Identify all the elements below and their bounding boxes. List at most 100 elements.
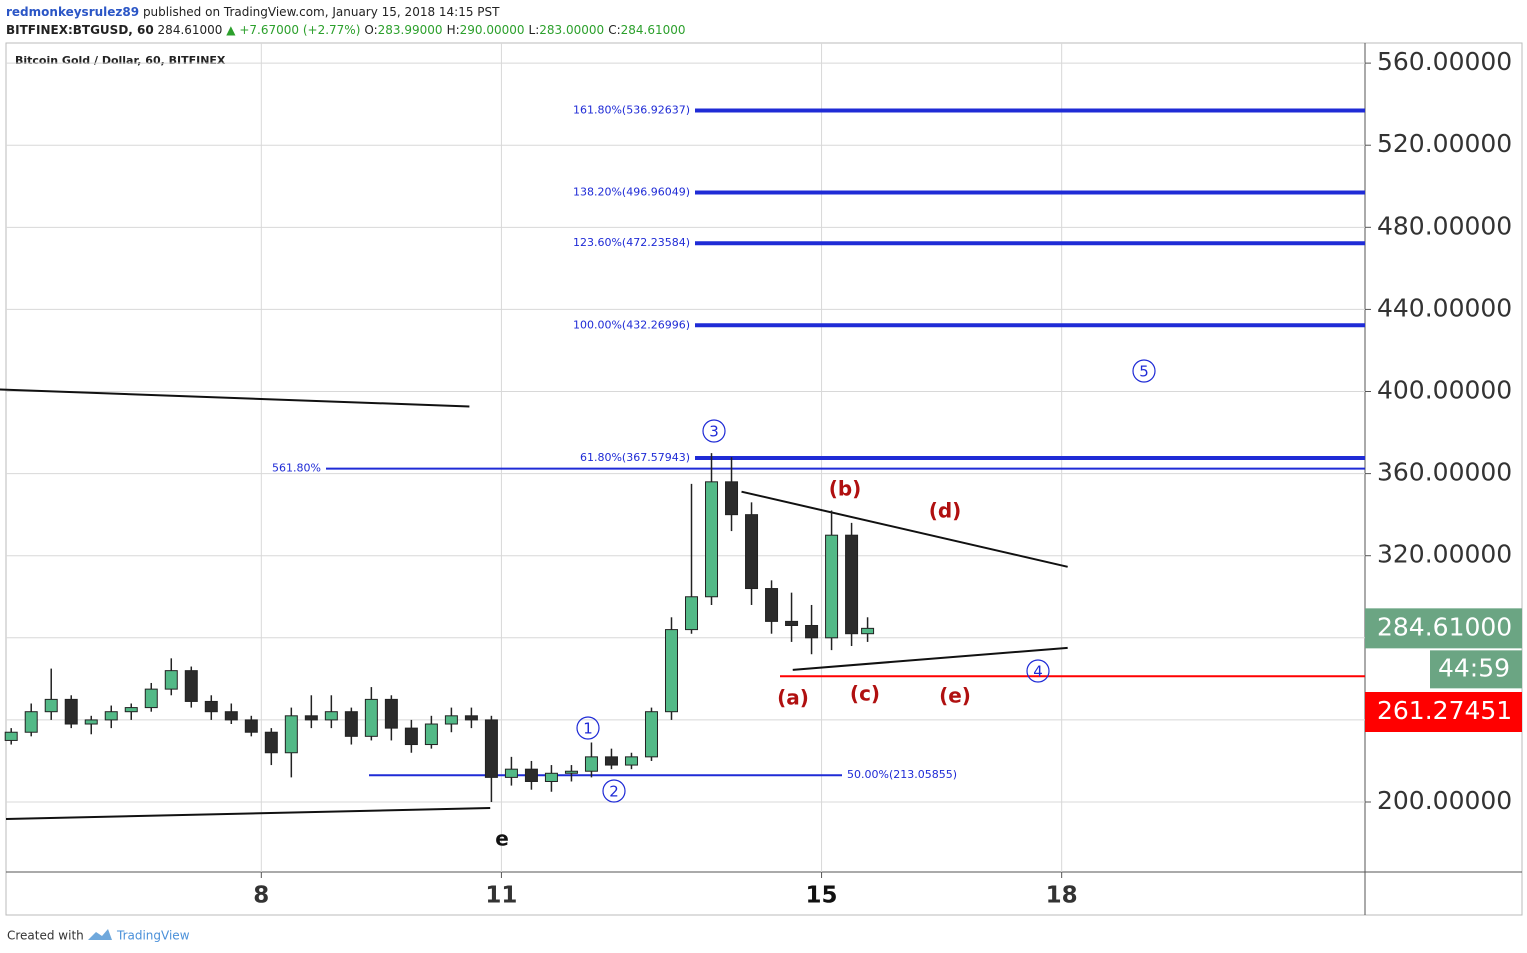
candle-body xyxy=(745,514,759,590)
symbol: BITFINEX:BTGUSD, 60 xyxy=(6,23,154,37)
candle-body xyxy=(144,688,158,709)
candle-body xyxy=(244,719,258,733)
fib-label: 100.00%(432.26996) xyxy=(573,318,690,331)
fib-label: 161.80%(536.92637) xyxy=(573,103,690,116)
candle-body xyxy=(805,624,819,639)
candle-body xyxy=(304,715,318,721)
y-tick-label: 200.00000 xyxy=(1377,786,1512,815)
candle-body xyxy=(845,534,859,635)
fib-label: 123.60%(472.23584) xyxy=(573,236,690,249)
alert-price-label: 261.27451 xyxy=(1377,696,1512,725)
y-tick-label: 560.00000 xyxy=(1377,47,1512,76)
brand-logo xyxy=(88,929,112,940)
wave-label: 2 xyxy=(609,783,619,801)
candle-body xyxy=(464,715,478,721)
corrective-label: (e) xyxy=(939,684,971,708)
candle-body xyxy=(344,711,358,737)
created-with: Created with xyxy=(7,929,84,943)
header-line: redmonkeysrulez89 published on TradingVi… xyxy=(6,5,500,19)
candle-body xyxy=(184,670,198,702)
wave-label: 5 xyxy=(1139,363,1149,381)
y-tick-label: 320.00000 xyxy=(1377,540,1512,569)
fib-label: 61.80%(367.57943) xyxy=(580,451,690,464)
y-tick-label: 480.00000 xyxy=(1377,211,1512,240)
y-tick-label: 400.00000 xyxy=(1377,376,1512,405)
wave-label: 1 xyxy=(583,720,593,738)
change-arrow: ▲ xyxy=(226,23,236,37)
candle-body xyxy=(84,719,98,725)
change: +7.67000 (+2.77%) xyxy=(239,23,360,37)
candle-body xyxy=(64,698,78,725)
alert-price-box xyxy=(1365,692,1522,732)
candle-body xyxy=(785,620,799,626)
candle-body xyxy=(24,711,38,733)
author[interactable]: redmonkeysrulez89 xyxy=(6,5,139,19)
x-tick-label: 18 xyxy=(1046,883,1078,909)
candle-body xyxy=(4,731,18,741)
candle-body xyxy=(664,629,678,713)
trendline xyxy=(741,490,1068,568)
corrective-label: (a) xyxy=(777,686,809,710)
fib-label: 50.00%(213.05855) xyxy=(847,768,957,781)
corrective-label: (d) xyxy=(929,499,962,523)
ohlc-key: L: xyxy=(529,23,540,37)
candle-body xyxy=(544,772,558,782)
chart-frame xyxy=(5,42,1523,916)
candle-body xyxy=(204,700,218,713)
ohlc-value: 284.61000 xyxy=(621,23,686,37)
fib-label: 561.80% xyxy=(272,462,321,475)
candle-body xyxy=(584,756,598,772)
x-tick-label: 8 xyxy=(253,883,269,909)
last: 284.61000 xyxy=(158,23,223,37)
ohlc-key: O: xyxy=(364,23,377,37)
plot: 161.80%(536.92637) 138.20%(496.96049) 123.… xyxy=(0,43,1365,872)
wave-label: 4 xyxy=(1033,663,1043,681)
candle-body xyxy=(725,481,739,516)
brand[interactable]: TradingView xyxy=(116,929,190,943)
trendline xyxy=(792,646,1068,671)
fib-label: 138.20%(496.96049) xyxy=(573,186,690,199)
candle-body xyxy=(644,711,658,758)
candle-body xyxy=(524,768,538,782)
candle-body xyxy=(104,711,118,721)
candle-body xyxy=(324,711,338,721)
wave-circle xyxy=(1132,359,1156,383)
candle-body xyxy=(765,588,779,622)
wave-label: 3 xyxy=(709,423,719,441)
wave-circle xyxy=(1026,659,1050,683)
candle-body xyxy=(224,711,238,721)
candle-body xyxy=(861,627,875,635)
ohlc-value: 290.00000 xyxy=(460,23,525,37)
candle-body xyxy=(124,707,138,713)
countdown: 44:59 xyxy=(1438,653,1510,682)
chart-title: Bitcoin Gold / Dollar, 60, BITFINEX xyxy=(15,54,226,67)
published: published on TradingView.com, January 15… xyxy=(143,5,500,19)
candle-body xyxy=(424,723,438,746)
y-tick-label: 360.00000 xyxy=(1377,458,1512,487)
x-tick-label: 15 xyxy=(806,883,838,909)
candle-body xyxy=(404,727,418,746)
last-price-box xyxy=(1365,608,1522,649)
candle-body xyxy=(444,715,458,725)
y-tick-label: 440.00000 xyxy=(1377,293,1512,322)
candle-body xyxy=(504,768,518,778)
wave-circle xyxy=(576,716,600,740)
candle-body xyxy=(284,715,298,754)
candle-body xyxy=(44,698,58,713)
corrective-label: (c) xyxy=(850,682,880,706)
candle-body xyxy=(624,756,638,766)
corrective-label: (b) xyxy=(829,477,862,501)
candle-body xyxy=(364,698,378,737)
candle-body xyxy=(685,596,699,631)
y-tick-label: 520.00000 xyxy=(1377,129,1512,158)
candle-body xyxy=(484,719,498,778)
ohlc-value: 283.00000 xyxy=(539,23,604,37)
last-price-label: 284.61000 xyxy=(1377,612,1512,641)
symbol-line: BITFINEX:BTGUSD, 60 284.61000 ▲ +7.67000… xyxy=(6,23,686,37)
candle-body xyxy=(825,534,839,639)
minor-wave-label: e xyxy=(495,827,509,851)
candle-body xyxy=(264,731,278,754)
candle-body xyxy=(705,481,719,598)
